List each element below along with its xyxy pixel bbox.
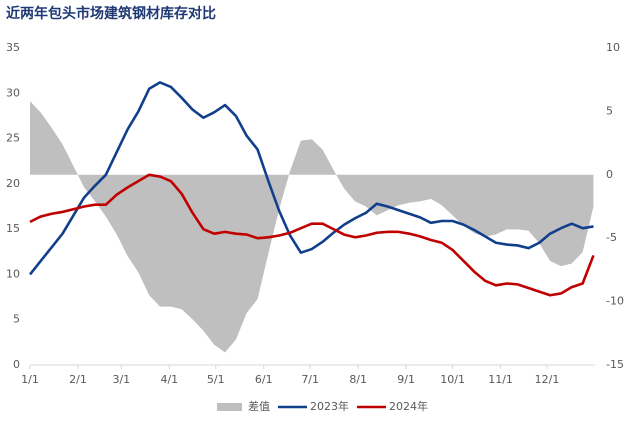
y-tick-label: 20 — [6, 177, 20, 190]
y-tick-label: 25 — [6, 132, 20, 145]
y2-tick-label: 10 — [606, 41, 620, 54]
y-tick-label: 30 — [6, 86, 20, 99]
y-tick-label: 0 — [13, 358, 20, 371]
y2-tick-label: -15 — [606, 358, 624, 371]
x-tick-label: 8/1 — [349, 373, 367, 386]
y2-tick-label: -5 — [606, 231, 617, 244]
y2-tick-label: 0 — [606, 168, 613, 181]
x-tick-label: 6/1 — [255, 373, 273, 386]
x-tick-label: 3/1 — [112, 373, 130, 386]
legend-label: 2023年 — [310, 399, 349, 413]
x-tick-label: 12/1 — [535, 373, 560, 386]
legend-label: 2024年 — [389, 399, 428, 413]
x-tick-label: 5/1 — [207, 373, 225, 386]
x-tick-label: 4/1 — [160, 373, 178, 386]
y-tick-label: 10 — [6, 267, 20, 280]
chart-title: 近两年包头市场建筑钢材库存对比 — [6, 5, 216, 22]
legend-swatch — [217, 403, 242, 411]
legend-label: 差值 — [248, 399, 270, 413]
line — [29, 173, 595, 297]
x-tick-label: 1/1 — [21, 373, 39, 386]
y-tick-label: 5 — [13, 313, 20, 326]
x-tick-label: 2/1 — [69, 373, 87, 386]
y-tick-label: 35 — [6, 41, 20, 54]
x-tick-label: 11/1 — [488, 373, 513, 386]
y2-tick-label: 5 — [606, 104, 613, 117]
y-tick-label: 15 — [6, 222, 20, 235]
y2-tick-label: -10 — [606, 295, 624, 308]
line — [28, 81, 594, 276]
area — [30, 101, 594, 353]
x-tick-label: 7/1 — [301, 373, 319, 386]
x-tick-label: 9/1 — [397, 373, 415, 386]
x-tick-label: 10/1 — [440, 373, 465, 386]
